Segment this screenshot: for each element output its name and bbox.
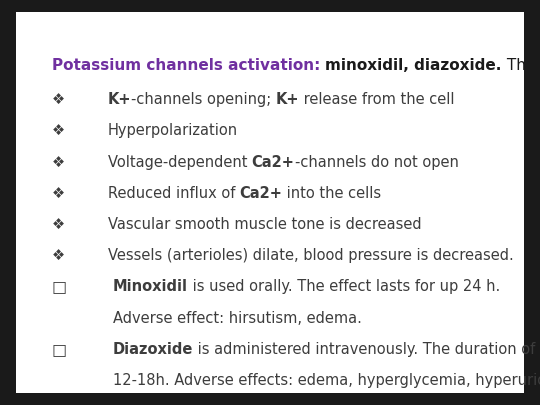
- Text: into the cells: into the cells: [282, 186, 382, 201]
- Text: They cause:: They cause:: [502, 58, 540, 73]
- Text: Hyperpolarization: Hyperpolarization: [107, 124, 238, 139]
- Text: ❖: ❖: [52, 217, 65, 232]
- Text: K+: K+: [276, 92, 300, 107]
- Text: Minoxidil: Minoxidil: [113, 279, 187, 294]
- Text: Vascular smooth muscle tone is decreased: Vascular smooth muscle tone is decreased: [107, 217, 421, 232]
- Text: Potassium channels activation:: Potassium channels activation:: [52, 58, 326, 73]
- Text: Vessels (arterioles) dilate, blood pressure is decreased.: Vessels (arterioles) dilate, blood press…: [107, 248, 514, 263]
- Text: Adverse effect: hirsutism, edema.: Adverse effect: hirsutism, edema.: [113, 311, 361, 326]
- Text: -channels do not open: -channels do not open: [294, 155, 458, 170]
- Text: □: □: [52, 342, 67, 357]
- FancyBboxPatch shape: [16, 12, 524, 393]
- Text: Ca2+: Ca2+: [240, 186, 282, 201]
- Text: ❖: ❖: [52, 92, 65, 107]
- Text: minoxidil, diazoxide.: minoxidil, diazoxide.: [326, 58, 502, 73]
- Text: K+: K+: [107, 92, 131, 107]
- Text: □: □: [52, 279, 67, 294]
- Text: is used orally. The effect lasts for up 24 h.: is used orally. The effect lasts for up …: [187, 279, 500, 294]
- Text: ❖: ❖: [52, 124, 65, 139]
- Text: is administered intravenously. The duration of effect is: is administered intravenously. The durat…: [193, 342, 540, 357]
- Text: Reduced influx of: Reduced influx of: [107, 186, 240, 201]
- Text: ❖: ❖: [52, 186, 65, 201]
- Text: 12-18h. Adverse effects: edema, hyperglycemia, hyperuricemia.: 12-18h. Adverse effects: edema, hypergly…: [113, 373, 540, 388]
- Text: ❖: ❖: [52, 248, 65, 263]
- Text: ❖: ❖: [52, 155, 65, 170]
- Text: Diazoxide: Diazoxide: [113, 342, 193, 357]
- Text: release from the cell: release from the cell: [300, 92, 455, 107]
- Text: Ca2+: Ca2+: [252, 155, 294, 170]
- Text: Voltage-dependent: Voltage-dependent: [107, 155, 252, 170]
- Text: -channels opening;: -channels opening;: [131, 92, 276, 107]
